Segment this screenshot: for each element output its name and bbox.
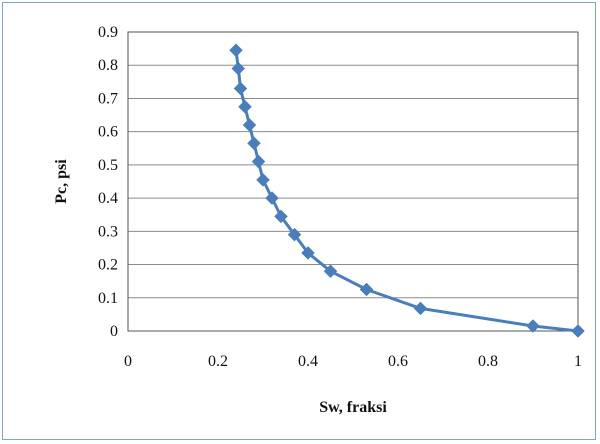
x-tick-label: 0.4	[298, 353, 318, 370]
data-point	[229, 43, 243, 58]
x-tick-label: 0	[124, 353, 132, 370]
y-tick-label: 0.5	[98, 157, 118, 174]
data-point	[238, 99, 252, 114]
x-tick-label: 0.2	[208, 353, 228, 370]
x-tick-label: 0.8	[478, 353, 498, 370]
y-tick-label: 0.9	[98, 24, 118, 41]
y-tick-label: 0.2	[98, 257, 118, 274]
series-group	[229, 43, 585, 338]
data-point	[287, 227, 302, 242]
data-point	[323, 264, 338, 279]
data-point	[247, 136, 261, 151]
data-point	[301, 246, 315, 260]
data-point	[231, 61, 246, 76]
tick-labels: 0 0.1 0.2 0.3 0.4 0.5 0.6 0.7 0.8 0.9 0 0.2 0.4 0.6 0.…	[98, 24, 582, 370]
y-axis-title: Pc, psi	[53, 159, 70, 204]
data-point	[359, 282, 374, 297]
y-tick-label: 0.8	[98, 57, 118, 74]
data-point	[413, 301, 428, 316]
data-point	[242, 118, 257, 132]
grid-lines	[128, 31, 578, 299]
x-tick-label: 1	[574, 353, 582, 370]
chart-frame	[2, 2, 596, 440]
data-point	[251, 154, 266, 169]
x-axis-title: Sw, fraksi	[319, 399, 387, 416]
y-tick-label: 0.1	[98, 290, 118, 307]
y-tick-label: 0.3	[98, 223, 118, 240]
x-tick-label: 0.6	[388, 353, 408, 370]
y-tick-label: 0.6	[98, 124, 118, 141]
data-point	[256, 172, 270, 187]
y-tick-label: 0.7	[98, 90, 118, 107]
plot-area-border	[127, 31, 579, 332]
y-tick-label: 0	[110, 323, 118, 340]
data-point	[571, 324, 585, 338]
y-tick-label: 0.4	[98, 190, 118, 207]
data-point	[233, 81, 248, 96]
data-point	[526, 319, 540, 333]
data-point	[274, 209, 288, 224]
data-point	[265, 191, 279, 205]
series-line	[234, 50, 579, 333]
